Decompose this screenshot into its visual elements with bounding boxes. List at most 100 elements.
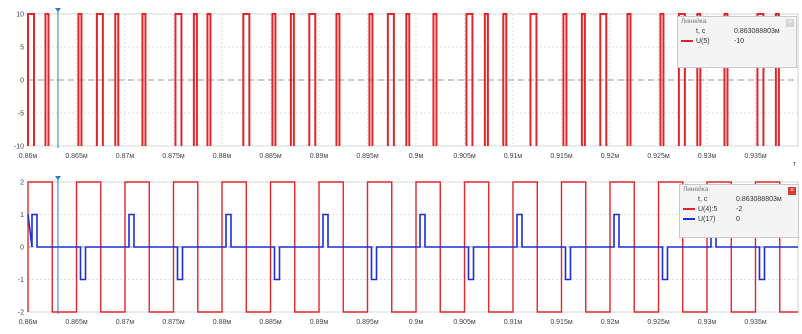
x-tick-label: 0.93м [698, 319, 717, 326]
y-tick-label: 1 [20, 212, 24, 219]
pulse-trace [626, 13, 632, 146]
pulse-trace [114, 13, 120, 146]
cursor-handle [54, 176, 61, 180]
pulse-trace [774, 13, 780, 146]
pulse-trace [529, 13, 538, 146]
x-tick-label: 0.9м [409, 153, 424, 160]
pulse-trace [756, 13, 765, 146]
ruler-series-row: U(5) -10 [678, 36, 796, 46]
y-tick-label: 5 [20, 45, 24, 52]
ruler-title: Линейка [681, 18, 707, 25]
close-icon[interactable]: × [786, 19, 794, 27]
ruler-series-label: U(5) [696, 37, 710, 45]
ruler-series-label: U(17) [698, 215, 716, 223]
y-tick-label: 10 [16, 12, 24, 19]
x-tick-label: 0.885м [259, 319, 282, 326]
y-tick-label: 0 [20, 245, 24, 252]
y-tick-label: -2 [18, 310, 24, 317]
y-tick-label: 0 [20, 78, 24, 85]
y-tick-label: -5 [18, 111, 24, 118]
x-tick-label: 0.865м [65, 319, 88, 326]
x-tick-label: 0.915м [550, 319, 573, 326]
pulse-trace [368, 13, 374, 146]
x-tick-label: 0.88м [213, 319, 232, 326]
pulse-trace [192, 13, 198, 146]
pulse-trace [174, 13, 183, 146]
close-icon[interactable]: × [788, 187, 796, 195]
ruler-series-value: -10 [734, 37, 745, 45]
pulse-trace [335, 13, 341, 146]
pulse-trace [723, 13, 729, 146]
x-tick-label: 0.925м [647, 319, 670, 326]
pulse-trace [308, 13, 317, 146]
x-tick-label: 0.88м [213, 153, 232, 160]
ruler-time-value: 0.863088803м [736, 195, 782, 203]
x-unit-label: т [793, 161, 797, 168]
pulse-trace [580, 13, 586, 146]
x-tick-label: 0.87м [116, 153, 135, 160]
ruler-time-label: t, c [698, 195, 708, 203]
x-tick-label: 0.915м [550, 153, 573, 160]
ruler-time-label: t, c [696, 27, 706, 35]
pulse-trace [432, 13, 438, 146]
x-tick-label: 0.89м [310, 319, 329, 326]
pulse-trace [95, 13, 104, 146]
pulse-trace [696, 13, 702, 146]
x-tick-label: 0.935м [744, 153, 767, 160]
pulse-trace [465, 13, 474, 146]
pulse-trace [562, 13, 568, 146]
pulse-trace [271, 13, 277, 146]
ruler-time-value: 0.863088803м [734, 27, 780, 35]
x-tick-label: 0.865м [65, 153, 88, 160]
x-tick-label: 0.86м [19, 153, 38, 160]
ruler-series-row: U(17) 0 [680, 214, 798, 224]
ruler-panel-top[interactable]: Линейка × t, c 0.863088803м U(5) -10 [677, 16, 797, 68]
series-color-swatch [683, 208, 695, 210]
x-tick-label: 0.93м [698, 153, 717, 160]
x-tick-label: 0.87м [116, 319, 135, 326]
y-tick-label: -10 [14, 144, 24, 151]
ruler-series-value: -2 [736, 205, 743, 213]
x-tick-label: 0.86м [19, 319, 38, 326]
x-tick-label: 0.9м [409, 319, 424, 326]
x-tick-label: 0.875м [162, 153, 185, 160]
pulse-trace [502, 13, 508, 146]
x-tick-label: 0.91м [504, 319, 523, 326]
x-tick-label: 0.895м [356, 153, 379, 160]
ruler-title: Линейка [683, 186, 709, 193]
x-tick-label: 0.925м [647, 153, 670, 160]
series-color-swatch [683, 218, 695, 220]
ruler-series-label: U(4):5 [698, 205, 718, 213]
pulse-trace [677, 13, 686, 146]
x-tick-label: 0.92м [601, 319, 620, 326]
pulse-trace [206, 13, 212, 146]
x-tick-label: 0.875м [162, 319, 185, 326]
pulse-trace [405, 13, 411, 146]
ruler-series-value: 0 [736, 215, 740, 223]
ruler-time-row: t, c 0.863088803м [680, 194, 798, 204]
series-color-swatch [681, 40, 693, 42]
pulse-trace [659, 13, 665, 146]
x-tick-label: 0.935м [744, 319, 767, 326]
tri-level-trace [27, 213, 798, 281]
pulse-trace [77, 13, 83, 146]
pulse-trace [44, 13, 50, 146]
pulse-trace [141, 13, 147, 146]
x-tick-label: 0.91м [504, 153, 523, 160]
x-tick-label: 0.89м [310, 153, 329, 160]
cursor-handle [54, 8, 61, 12]
ruler-panel-bottom[interactable]: Линейка × t, c 0.863088803м U(4):5 -2 U(… [679, 184, 799, 238]
square-wave-trace [27, 181, 798, 313]
x-tick-label: 0.895м [356, 319, 379, 326]
pulse-trace [483, 13, 489, 146]
pulse-trace [386, 13, 395, 146]
ruler-series-row: U(4):5 -2 [680, 204, 798, 214]
ruler-time-row: t, c 0.863088803м [678, 26, 796, 36]
pulse-trace [242, 13, 251, 146]
x-tick-label: 0.905м [453, 153, 476, 160]
pulse-trace [599, 13, 608, 146]
y-tick-label: -1 [18, 277, 24, 284]
y-tick-label: 2 [20, 180, 24, 187]
pulse-trace [27, 13, 35, 146]
